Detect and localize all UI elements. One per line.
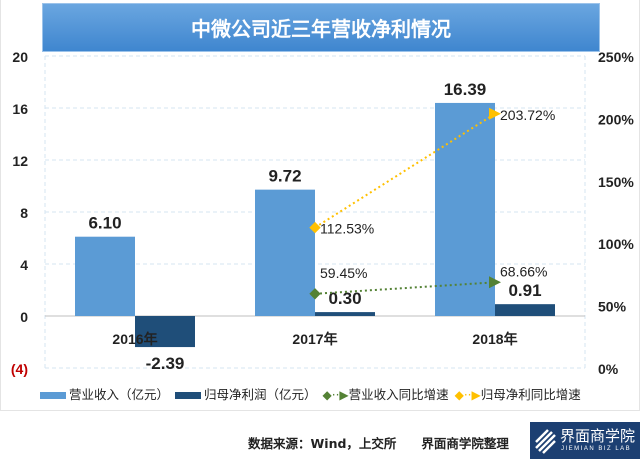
logo: 界面商学院 JIEMIAN BIZ LAB [530, 422, 640, 459]
legend-item: ◆··▶归母净利同比增速 [455, 384, 581, 403]
x-tick-label: 2018年 [472, 331, 517, 347]
series-line [314, 112, 496, 229]
legend-marker-icon: ◆··▶ [322, 388, 349, 402]
y-left-tick-label: 12 [12, 153, 28, 169]
logo-stripes-icon [535, 429, 556, 454]
series-line [314, 281, 496, 295]
y-right-tick-label: 100% [598, 236, 634, 252]
legend-item: 营业收入（亿元） [40, 384, 169, 403]
x-tick-label: 2016年 [112, 331, 157, 347]
data-label: -2.39 [146, 354, 185, 373]
legend-label: 归母净利同比增速 [480, 387, 581, 402]
data-label: 59.45% [320, 265, 367, 281]
bar [75, 236, 135, 316]
bar [315, 312, 375, 316]
data-label: 203.72% [500, 107, 555, 123]
y-right-tick-label: 150% [598, 174, 634, 190]
data-label: 0.91 [508, 281, 541, 300]
source-note: 数据来源：Wind，上交所 界面商学院整理 [248, 436, 509, 451]
legend-item: 归母净利润（亿元） [175, 384, 317, 403]
bar [435, 102, 495, 317]
data-label: 68.66% [500, 263, 547, 279]
legend-label: 营业收入同比增速 [348, 387, 449, 402]
legend-swatch [40, 392, 66, 399]
y-left-tick-label: 0 [20, 309, 28, 325]
y-left-tick-label: 8 [20, 205, 28, 221]
logo-subtext: JIEMIAN BIZ LAB [561, 446, 632, 452]
y-right-tick-label: 50% [598, 299, 627, 315]
x-tick-label: 2017年 [292, 331, 337, 347]
bar [495, 304, 555, 316]
data-label: 0.30 [328, 289, 361, 308]
data-label: 9.72 [268, 167, 301, 186]
y-left-tick-label: 16 [12, 101, 28, 117]
point-marker [309, 288, 321, 300]
legend-label: 营业收入（亿元） [69, 387, 170, 402]
legend: 营业收入（亿元） 归母净利润（亿元） ◆··▶营业收入同比增速 ◆··▶归母净利同比增… [40, 384, 581, 403]
legend-label: 归母净利润（亿元） [204, 387, 317, 402]
y-left-tick-label: 4 [20, 257, 28, 273]
point-marker [309, 221, 321, 234]
arrow-marker [489, 107, 501, 120]
y-right-tick-label: 0% [598, 361, 619, 377]
arrow-marker [489, 276, 501, 289]
legend-marker-icon: ◆··▶ [454, 388, 481, 402]
y-right-tick-label: 200% [598, 111, 634, 127]
chart-title: 中微公司近三年营收净利情况 [42, 3, 600, 52]
bar [255, 189, 315, 316]
data-label: 16.39 [444, 80, 487, 99]
bar [135, 316, 195, 348]
legend-item: ◆··▶营业收入同比增速 [323, 384, 449, 403]
data-label: 112.53% [320, 221, 374, 237]
y-left-tick-label: (4) [11, 361, 28, 377]
logo-text: 界面商学院 [560, 427, 636, 445]
data-label: 6.10 [88, 214, 121, 233]
legend-swatch [175, 392, 202, 399]
y-right-tick-label: 250% [598, 49, 634, 65]
y-left-tick-label: 20 [12, 49, 28, 65]
